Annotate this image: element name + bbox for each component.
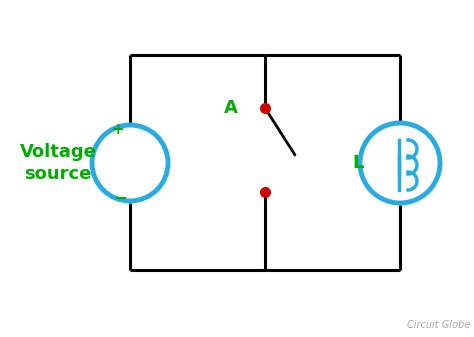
Text: Circuit Globe: Circuit Globe [407, 320, 470, 330]
Text: +: + [111, 123, 124, 137]
Text: L: L [353, 154, 364, 172]
Text: Voltage
source: Voltage source [19, 143, 96, 183]
Text: −: − [113, 188, 127, 206]
Text: A: A [224, 99, 238, 117]
